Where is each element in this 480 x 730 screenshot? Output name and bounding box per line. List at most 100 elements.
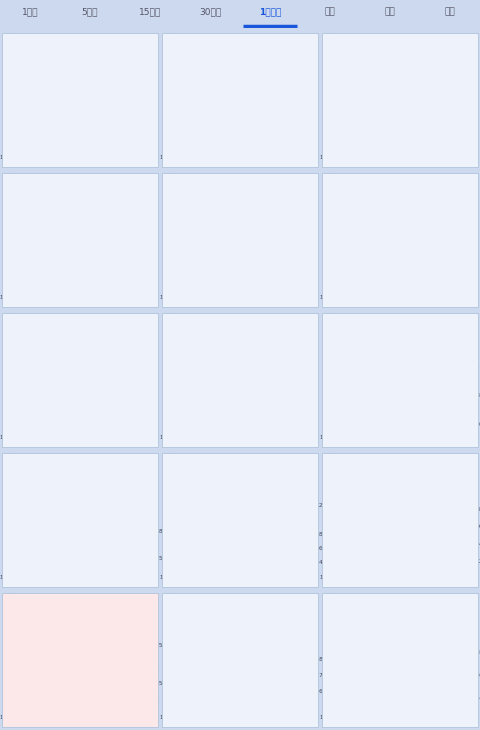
Bar (164, 594, 172, 606)
Bar (85, 115, 87, 120)
Text: ↓1.63024: ↓1.63024 (81, 623, 134, 632)
Bar (71, 109, 72, 116)
Text: 1.07842: 1.07842 (400, 342, 446, 353)
Bar (50, 542, 52, 543)
Bar (82, 675, 84, 678)
Bar (4, 34, 12, 46)
Bar (135, 135, 137, 139)
Bar (411, 115, 413, 117)
Bar (169, 91, 171, 93)
Bar (452, 511, 454, 512)
Bar (21, 557, 23, 562)
Bar (274, 409, 276, 415)
Bar (117, 679, 120, 689)
Text: 0.66154: 0.66154 (240, 483, 287, 493)
Bar (216, 379, 218, 385)
Bar (18, 94, 20, 100)
Bar (254, 116, 256, 122)
Bar (233, 251, 236, 252)
Text: 0.87538: 0.87538 (327, 623, 372, 632)
Bar (292, 265, 294, 274)
Bar (114, 266, 117, 267)
Bar (201, 662, 204, 666)
Bar (298, 662, 300, 670)
Bar (56, 242, 58, 245)
Bar (239, 684, 241, 699)
Text: Bid: Bid (167, 471, 179, 477)
Bar (295, 510, 297, 511)
Bar (21, 237, 23, 242)
Bar (44, 379, 47, 383)
Bar (29, 233, 32, 237)
Bar (91, 255, 93, 257)
Bar (233, 532, 236, 537)
Bar (349, 94, 352, 102)
Bar (324, 594, 332, 606)
Bar (355, 680, 358, 693)
Bar (443, 266, 445, 269)
Bar (283, 269, 285, 279)
Bar (338, 414, 340, 418)
Bar (97, 518, 99, 529)
Bar (24, 369, 26, 372)
Bar (248, 529, 250, 531)
Bar (187, 231, 189, 239)
Bar (408, 673, 410, 680)
Bar (352, 545, 355, 553)
Text: 1時間足: 1時間足 (259, 7, 281, 16)
Bar (29, 657, 32, 664)
Bar (222, 682, 224, 685)
Bar (292, 416, 294, 419)
Bar (373, 247, 375, 250)
Bar (358, 672, 360, 693)
Bar (222, 384, 224, 389)
Bar (332, 653, 334, 687)
Bar (172, 362, 174, 366)
Bar (411, 680, 413, 703)
Bar (100, 262, 102, 268)
Bar (326, 669, 328, 680)
Bar (289, 658, 291, 661)
Bar (402, 393, 404, 397)
Bar (129, 412, 131, 415)
Bar (85, 255, 87, 263)
Bar (38, 377, 40, 380)
Bar (18, 554, 20, 562)
Bar (326, 558, 328, 561)
Bar (263, 668, 265, 676)
Bar (6, 222, 8, 231)
Bar (332, 561, 334, 564)
Bar (352, 675, 355, 680)
Bar (376, 401, 378, 404)
Bar (396, 660, 398, 666)
Bar (192, 546, 195, 553)
Bar (91, 526, 93, 531)
Bar (265, 523, 268, 534)
Bar (332, 220, 334, 237)
Bar (198, 659, 201, 666)
Bar (175, 659, 177, 667)
Bar (393, 666, 396, 699)
Bar (236, 393, 239, 397)
Bar (172, 223, 174, 229)
Text: ↓181.084: ↓181.084 (400, 63, 455, 72)
Bar (373, 402, 375, 404)
Bar (367, 544, 369, 553)
Text: Bid: Bid (167, 191, 179, 196)
Bar (59, 667, 61, 669)
Bar (286, 410, 288, 413)
Bar (429, 658, 431, 661)
Bar (367, 669, 369, 684)
Bar (225, 251, 227, 255)
Bar (379, 648, 381, 660)
Text: ユーロ/円: ユーロ/円 (22, 175, 43, 184)
Bar (172, 665, 174, 667)
Bar (26, 88, 29, 93)
Bar (207, 241, 209, 245)
Bar (190, 658, 192, 664)
Bar (213, 379, 215, 383)
Bar (405, 523, 407, 534)
Text: Ask: Ask (240, 610, 253, 616)
Bar (41, 659, 43, 665)
Bar (338, 90, 340, 93)
